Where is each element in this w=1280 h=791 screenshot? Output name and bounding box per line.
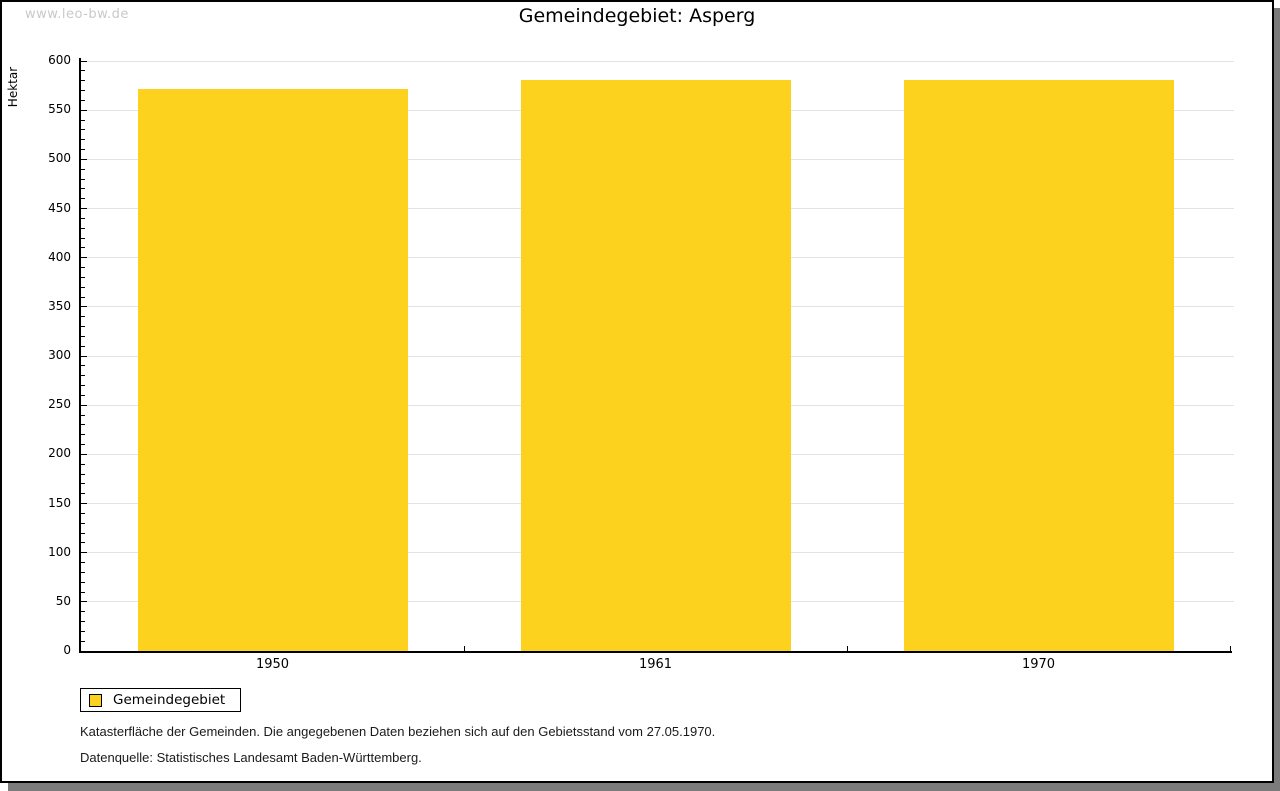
y-minor-tick <box>81 581 85 583</box>
footnote: Katasterfläche der Gemeinden. Die angege… <box>80 724 716 739</box>
y-minor-tick <box>81 532 85 534</box>
y-major-tick <box>81 158 87 160</box>
x-axis-line <box>79 651 1232 653</box>
y-major-tick <box>81 355 87 357</box>
y-minor-tick <box>81 591 85 593</box>
legend-swatch <box>89 693 102 707</box>
y-major-tick <box>81 503 87 504</box>
x-tick-label: 1961 <box>638 657 673 672</box>
y-minor-tick <box>81 198 85 200</box>
y-minor-tick <box>81 345 85 347</box>
y-minor-tick <box>81 571 85 573</box>
y-minor-tick <box>81 483 85 485</box>
y-minor-tick <box>81 522 85 524</box>
y-minor-tick <box>81 562 85 563</box>
y-minor-tick <box>81 542 85 544</box>
y-tick-label: 500 <box>48 151 71 166</box>
y-tick-label: 100 <box>48 544 71 559</box>
y-minor-tick <box>81 168 85 170</box>
y-minor-tick <box>81 375 85 377</box>
y-minor-tick <box>81 385 85 386</box>
y-major-tick <box>81 306 87 308</box>
source-note: Datenquelle: Statistisches Landesamt Bad… <box>80 750 422 765</box>
y-minor-tick <box>81 394 85 396</box>
y-minor-tick <box>81 365 85 367</box>
y-minor-tick <box>81 70 85 72</box>
y-minor-tick <box>81 276 85 278</box>
y-minor-tick <box>81 119 85 121</box>
legend-box: Gemeindegebiet <box>80 688 242 712</box>
plot-area: 0 50 100 150 200 250 300 350 400 450 500 550 600 1950… <box>2 2 1272 781</box>
y-minor-tick <box>81 611 85 613</box>
y-minor-tick <box>81 296 85 298</box>
y-minor-tick <box>81 188 85 190</box>
gridline-600 <box>81 60 1234 62</box>
y-minor-tick <box>81 444 85 445</box>
y-major-tick <box>81 257 87 259</box>
y-minor-tick <box>81 434 85 436</box>
y-minor-tick <box>81 178 85 180</box>
y-minor-tick <box>81 424 85 426</box>
y-tick-label: 250 <box>48 397 71 412</box>
y-tick-label: 600 <box>48 53 71 67</box>
x-tick-label: 1950 <box>255 657 290 672</box>
x-boundary-tick <box>1230 646 1231 651</box>
y-minor-tick <box>81 473 85 475</box>
watermark: www.leo-bw.de <box>25 7 129 22</box>
y-minor-tick <box>81 129 85 131</box>
y-tick-label: 0 <box>63 643 71 657</box>
y-major-tick <box>81 552 87 554</box>
y-tick-label: 300 <box>48 348 71 362</box>
bar-1970 <box>903 79 1174 651</box>
y-tick-label: 50 <box>55 593 71 608</box>
y-tick-label: 350 <box>48 298 71 313</box>
y-tick-label: 400 <box>48 249 71 264</box>
y-tick-label: 450 <box>48 200 71 215</box>
y-minor-tick <box>81 630 85 632</box>
bar-1961 <box>520 79 791 651</box>
y-tick-label: 200 <box>48 446 71 461</box>
y-minor-tick <box>81 247 85 249</box>
y-minor-tick <box>81 227 85 229</box>
y-minor-tick <box>81 80 85 82</box>
y-major-tick <box>81 601 87 603</box>
y-minor-tick <box>81 621 85 622</box>
y-minor-tick <box>81 463 85 465</box>
y-major-tick <box>81 650 87 652</box>
y-minor-tick <box>81 149 85 150</box>
y-major-tick <box>81 404 87 406</box>
y-major-tick <box>81 208 87 209</box>
y-minor-tick <box>81 99 85 101</box>
y-minor-tick <box>81 316 85 318</box>
y-minor-tick <box>81 512 85 514</box>
y-minor-tick <box>81 326 85 327</box>
y-major-tick <box>81 60 87 62</box>
bar-1950 <box>137 88 408 651</box>
y-minor-tick <box>81 267 85 268</box>
y-minor-tick <box>81 335 85 337</box>
y-major-tick <box>81 109 87 111</box>
legend-label: Gemeindegebiet <box>113 691 226 708</box>
y-minor-tick <box>81 286 85 288</box>
y-minor-tick <box>81 90 85 91</box>
y-tick-label: 150 <box>48 495 71 510</box>
x-tick-label: 1970 <box>1021 657 1056 672</box>
x-boundary-tick <box>464 646 465 651</box>
y-minor-tick <box>81 237 85 239</box>
y-tick-label: 550 <box>48 102 71 117</box>
chart-title: Gemeindegebiet: Asperg <box>518 5 756 27</box>
x-boundary-tick <box>847 646 848 651</box>
y-minor-tick <box>81 493 85 495</box>
y-minor-tick <box>81 640 85 642</box>
y-axis-line <box>79 58 81 653</box>
y-major-tick <box>81 453 87 455</box>
y-minor-tick <box>81 217 85 219</box>
y-minor-tick <box>81 139 85 141</box>
y-minor-tick <box>81 414 85 416</box>
